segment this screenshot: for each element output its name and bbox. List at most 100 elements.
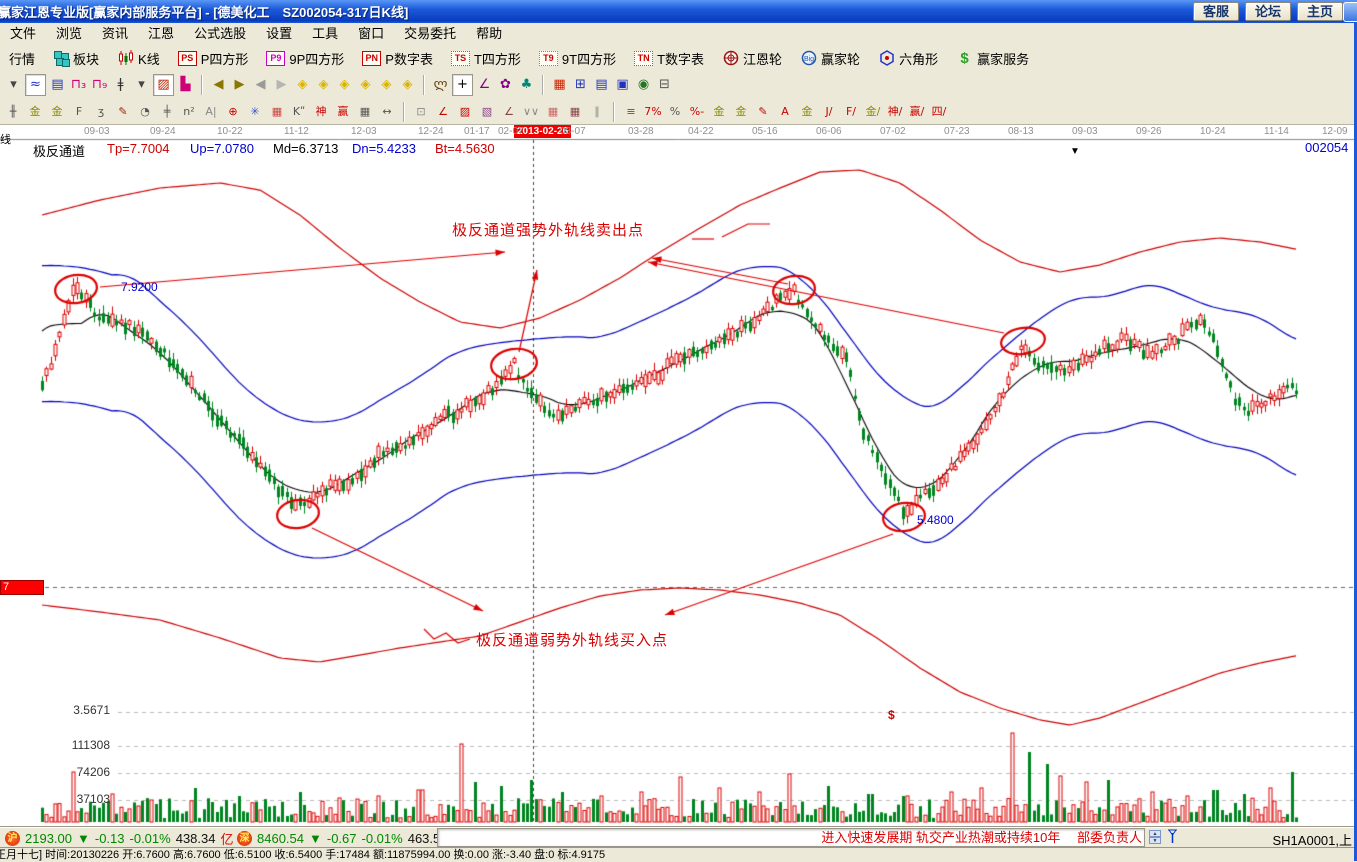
starburst-icon[interactable]: ✳ — [250, 104, 260, 118]
toolbar-9P四方形-button[interactable]: P9 9P四方形 — [257, 46, 353, 70]
toolbar-P数字表-button[interactable]: PN P数字表 — [353, 46, 442, 70]
toolbar-行情-button[interactable]: 行情 — [0, 46, 44, 70]
flower-tool-icon[interactable]: ✿ — [500, 77, 511, 92]
first-bar-icon[interactable]: ◀ — [213, 77, 224, 92]
diamond-cross-arrows-icon[interactable]: ◈ — [360, 77, 371, 92]
menu-item-6[interactable]: 工具 — [312, 26, 339, 41]
red-grid-box-icon[interactable]: ▦ — [271, 104, 283, 118]
a-line-icon[interactable]: A| — [205, 104, 217, 118]
h-measure-icon[interactable]: ↔ — [382, 104, 392, 118]
fan-lines-icon[interactable]: ∠ — [438, 104, 448, 118]
toolbar-板块-button[interactable]: 板块 — [44, 46, 108, 70]
calendar-icon[interactable]: ▦ — [553, 77, 566, 92]
bars-3-icon[interactable]: ⊓₃ — [70, 77, 87, 92]
menu-item-1[interactable]: 浏览 — [56, 26, 83, 41]
hand-tool-icon[interactable]: ლ — [433, 77, 448, 92]
toolbar-江恩轮-button[interactable]: 江恩轮 — [713, 46, 791, 70]
menu-item-7[interactable]: 窗口 — [358, 26, 385, 41]
diamond-left-arrow-icon[interactable]: ◈ — [297, 77, 308, 92]
menu-item-2[interactable]: 资讯 — [102, 26, 129, 41]
shen-slash-icon[interactable]: 神/ — [887, 104, 903, 118]
box-select-icon[interactable]: ⊡ — [416, 104, 426, 118]
next-bar-icon[interactable]: ▶ — [276, 77, 287, 92]
a-red-icon[interactable]: A — [781, 104, 789, 118]
menu-item-3[interactable]: 江恩 — [148, 26, 175, 41]
diamond-expand-icon[interactable]: ◈ — [381, 77, 392, 92]
left-pane-tab[interactable]: 线 — [0, 134, 11, 146]
angle-select-tool-icon[interactable]: ∠ — [478, 77, 491, 92]
diamond-full-icon[interactable]: ◈ — [402, 77, 413, 92]
ying-slash-icon[interactable]: 赢/ — [909, 104, 925, 118]
fib-f-tool-icon[interactable]: F — [75, 104, 83, 118]
gold-circle-icon[interactable]: 金 — [713, 104, 725, 118]
spiral-tool-icon[interactable]: ʒ — [97, 104, 105, 118]
toolbar-T四方形-button[interactable]: TS T四方形 — [442, 46, 530, 70]
clipboard-icon[interactable]: ▤ — [51, 77, 64, 92]
support-button[interactable]: 客服 — [1192, 2, 1239, 21]
zigzag-tool-icon[interactable]: ∨∨ — [522, 104, 540, 118]
minimize-button[interactable] — [1343, 2, 1357, 22]
toolbar-赢家服务-button[interactable]: $ 赢家服务 — [947, 46, 1038, 70]
gann-gold-1-icon[interactable]: 金 — [29, 104, 41, 118]
forum-button[interactable]: 论坛 — [1244, 2, 1291, 21]
circle-cross-icon[interactable]: ⊕ — [228, 104, 238, 118]
dark-grid-icon[interactable]: ▦ — [569, 104, 581, 118]
grid-tool-icon[interactable]: ╫ — [9, 104, 17, 118]
map-tool-icon[interactable]: ▨ — [153, 74, 174, 96]
shade-box-icon[interactable]: ▧ — [481, 104, 493, 118]
percent-line-icon[interactable]: %- — [689, 104, 705, 118]
f-slash-icon[interactable]: F/ — [845, 104, 857, 118]
trend-wave-tool-icon[interactable]: ≈ — [25, 74, 46, 96]
toolbar-K线-button[interactable]: K线 — [108, 46, 169, 70]
candle-type-icon[interactable]: ǂ — [117, 77, 124, 92]
k-marks-icon[interactable]: Kʺ — [292, 104, 306, 118]
toolbar-赢家轮-button[interactable]: Big 赢家轮 — [791, 46, 869, 70]
bars-9-icon[interactable]: ⊓₉ — [91, 77, 108, 92]
red-grid-2-icon[interactable]: ▦ — [547, 104, 559, 118]
gold-line-icon[interactable]: 金 — [735, 104, 747, 118]
grid-box-2-icon[interactable]: ▦ — [359, 104, 371, 118]
toolbar-P四方形-button[interactable]: PS P四方形 — [169, 46, 258, 70]
last-bar-icon[interactable]: ▶ — [234, 77, 245, 92]
menu-item-9[interactable]: 帮助 — [476, 26, 503, 41]
toolbar-T数字表-button[interactable]: TN T数字表 — [625, 46, 713, 70]
menu-item-4[interactable]: 公式选股 — [194, 26, 247, 41]
percent-7-icon[interactable]: 7% — [644, 104, 662, 118]
scroll-spinner[interactable]: ▲ ▼ — [1149, 830, 1161, 845]
home-button[interactable]: 主页 — [1296, 2, 1343, 21]
j-slash-icon[interactable]: J/ — [825, 104, 833, 118]
gann-gold-2-icon[interactable]: 金 — [51, 104, 63, 118]
trend-angle-icon[interactable]: ∠ — [504, 104, 514, 118]
crosshair-tool-icon[interactable]: + — [452, 74, 473, 96]
parallel-lines-icon[interactable]: ∥ — [594, 104, 600, 118]
gold-slash-icon[interactable]: 金/ — [865, 104, 881, 118]
calculator-icon[interactable]: ⊞ — [575, 77, 586, 92]
gold-underline-icon[interactable]: 金 — [801, 104, 813, 118]
notepad-icon[interactable]: ▤ — [595, 77, 608, 92]
web-export-icon[interactable]: ◉ — [637, 77, 650, 92]
toolbar-六角形-button[interactable]: 六角形 — [869, 46, 947, 70]
four-slash-icon[interactable]: 四/ — [931, 104, 947, 118]
prev-bar-icon[interactable]: ◀ — [255, 77, 266, 92]
ink-red-icon[interactable]: ✎ — [758, 104, 768, 118]
percent-icon[interactable]: % — [669, 104, 681, 118]
candle-type-caret-icon[interactable]: ▾ — [138, 77, 145, 92]
fan-box-icon[interactable]: ▨ — [459, 104, 471, 118]
scale-bars-icon[interactable]: ≡ — [626, 104, 636, 118]
dropdown-caret-icon[interactable]: ▾ — [10, 77, 17, 92]
knot-tool-icon[interactable]: ♣ — [520, 77, 533, 92]
toolbar-9T四方形-button[interactable]: T9 9T四方形 — [530, 46, 625, 70]
menu-item-8[interactable]: 交易委托 — [404, 26, 457, 41]
diamond-h-arrows-icon[interactable]: ◈ — [339, 77, 350, 92]
n-squared-icon[interactable]: n² — [183, 104, 195, 118]
ruler-grid-icon[interactable]: ╪ — [163, 104, 171, 118]
gann-clock-icon[interactable]: ◔ — [140, 104, 150, 118]
news-ticker[interactable]: 进入快速发展期 轨交产业热潮或持续10年 部委负责人 — [437, 828, 1145, 847]
menu-item-5[interactable]: 设置 — [266, 26, 293, 41]
menu-item-0[interactable]: 文件 — [10, 26, 37, 41]
color-histogram-icon[interactable]: ▙ — [180, 77, 191, 92]
printer-icon[interactable]: ⊟ — [659, 77, 670, 92]
save-screen-icon[interactable]: ▣ — [616, 77, 629, 92]
shen-tool-icon[interactable]: 神 — [315, 104, 327, 118]
